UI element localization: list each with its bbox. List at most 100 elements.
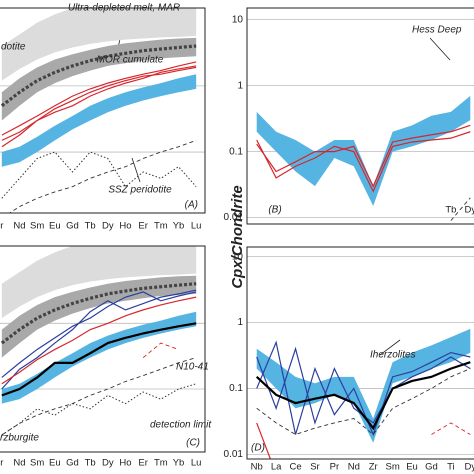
data-line: [431, 422, 471, 435]
x-tick-label: Er: [138, 458, 148, 469]
annotation: Iherzolites: [370, 350, 416, 361]
data-line: [1, 61, 197, 136]
annotation: Ultra-depleted melt, MAR: [68, 3, 180, 14]
data-line: [256, 368, 471, 436]
range-band: [1, 8, 197, 81]
data-line: [256, 131, 471, 193]
annotation: detection limit: [150, 420, 212, 431]
plot-frame: [0, 245, 206, 453]
x-tick-label: Zr: [369, 462, 378, 473]
y-axis-label: Cpx/Chondrite: [229, 185, 246, 288]
y-tick-label: 1: [237, 317, 243, 328]
plot-area: [247, 256, 474, 459]
x-tick-label: Er: [138, 221, 148, 232]
annotation: SSZ peridotite: [108, 185, 172, 196]
y-tick-label: 0.01: [224, 212, 244, 223]
x-tick-label: Ho: [119, 221, 131, 232]
data-line: [1, 289, 197, 390]
x-tick-label: Ce: [289, 462, 301, 473]
x-tick-label: Dy: [102, 221, 114, 232]
x-tick-label: Eu: [406, 462, 418, 473]
plot-frame: [0, 7, 206, 214]
x-tick-label: Gd: [425, 462, 438, 473]
panel: 0.01 0.1 1 10 Nb La Ce Sr Pr Nd Zr Sm Eu Gd Ti Dy Iherzo…: [224, 246, 474, 473]
x-tick-label: Tb: [85, 221, 96, 232]
annotation: dotite: [1, 42, 26, 53]
x-tick-label: Ti: [447, 462, 455, 473]
data-line: [8, 139, 197, 213]
x-tick-label: Nb: [251, 462, 263, 473]
x-tick-label: Sr: [310, 462, 320, 473]
x-tick-label: r: [0, 221, 3, 232]
annotation: (B): [268, 205, 281, 216]
panel: r Nd Sm Eu Gd Tb Dy Ho Er Tm Yb Lu N10-41 detection l…: [0, 245, 212, 469]
x-tick-label: Tb: [445, 205, 456, 216]
data-line: [142, 342, 179, 358]
data-line: [1, 357, 197, 436]
plot-frame: [246, 246, 474, 460]
data-line: [255, 361, 471, 431]
panel: r Nd Sm Eu Gd Tb Dy Ho Er Tm Yb Lu dotite Ultra-deple…: [0, 3, 206, 232]
x-tick-label: Tm: [154, 458, 168, 469]
annotation: (D): [251, 443, 265, 454]
x-tick-label: Lu: [191, 458, 202, 469]
x-tick-label: Ho: [119, 458, 131, 469]
panel: 0.01 0.1 1 10 Tb Dy Hess Deep (B): [224, 7, 474, 225]
data-line: [256, 340, 471, 437]
leader: [131, 157, 141, 183]
range-band: [256, 95, 471, 206]
x-tick-label: Sm: [30, 458, 44, 469]
plot-area: [0, 246, 205, 436]
x-tick-label: Tm: [154, 221, 168, 232]
x-tick-label: Sm: [30, 221, 44, 232]
data-line: [256, 124, 471, 188]
x-tick-label: Nd: [13, 221, 25, 232]
x-tick-label: Eu: [49, 221, 61, 232]
annotation: (A): [185, 200, 198, 211]
y-tick-label: 10: [232, 14, 244, 25]
annotation: N10-41: [176, 362, 209, 373]
plot-area: [247, 19, 474, 221]
annotation: MOR cumulate: [97, 55, 164, 66]
x-tick-label: Eu: [49, 458, 61, 469]
data-line: [1, 383, 197, 436]
x-tick-label: Sm: [386, 462, 400, 473]
y-tick-label: 0.1: [229, 146, 243, 157]
annotation: Hess Deep: [412, 25, 462, 36]
data-line: [1, 291, 197, 378]
y-tick-label: 1: [237, 80, 243, 91]
x-tick-label: Nd: [348, 462, 360, 473]
x-tick-label: Gd: [66, 458, 79, 469]
x-tick-label: r: [0, 458, 3, 469]
x-tick-label: Dy: [102, 458, 114, 469]
range-band: [1, 37, 197, 121]
annotation: (C): [186, 438, 200, 449]
x-tick-label: Gd: [66, 221, 79, 232]
y-tick-label: 0.01: [224, 449, 244, 460]
range-band: [1, 246, 197, 319]
x-tick-label: Dy: [464, 205, 474, 216]
x-tick-label: Pr: [330, 462, 340, 473]
leader: [379, 339, 401, 356]
data-line: [1, 322, 197, 397]
y-tick-label: 10: [232, 251, 244, 262]
range-band: [256, 328, 471, 443]
plot-frame: [246, 7, 474, 225]
y-tick-label: 0.1: [229, 383, 243, 394]
x-tick-label: Lu: [191, 221, 202, 232]
x-tick-label: Dy: [464, 462, 474, 473]
x-tick-label: La: [271, 462, 282, 473]
annotation: rzburgite: [0, 433, 39, 444]
leader: [429, 37, 451, 61]
data-line: [256, 422, 272, 459]
range-band: [1, 74, 197, 167]
range-band: [1, 275, 197, 358]
x-tick-label: Yb: [173, 221, 185, 232]
x-tick-label: Tb: [85, 458, 96, 469]
data-line: [1, 296, 197, 385]
plot-area: [0, 8, 205, 213]
x-tick-label: Nd: [13, 458, 25, 469]
range-band: [1, 311, 197, 404]
data-line: [1, 66, 197, 148]
